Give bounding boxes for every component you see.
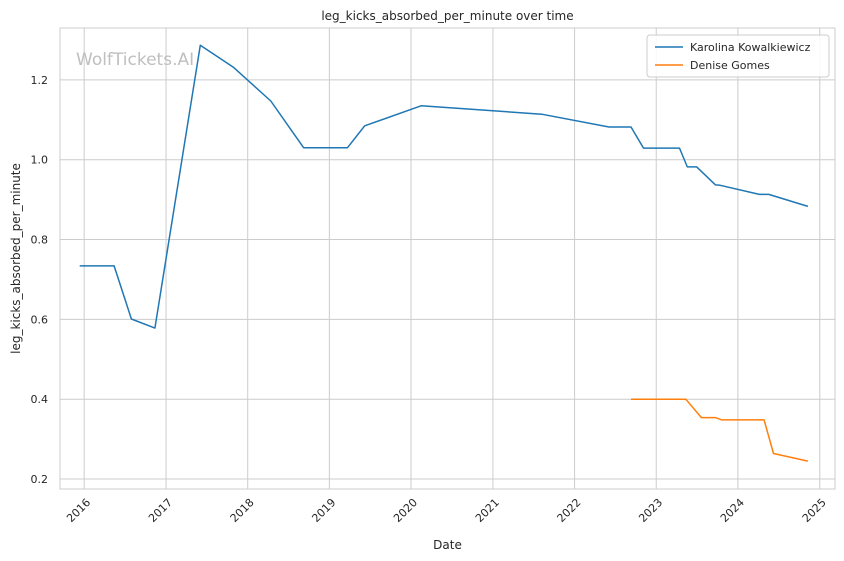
x-tick-label: 2024 xyxy=(718,496,747,525)
y-tick-label: 0.2 xyxy=(31,473,49,486)
y-tick-label: 0.6 xyxy=(31,313,49,326)
y-tick-label: 0.8 xyxy=(31,234,49,247)
y-tick-label: 1.2 xyxy=(31,74,49,87)
y-tick-label: 1.0 xyxy=(31,154,49,167)
watermark: WolfTickets.AI xyxy=(76,50,194,70)
x-tick-label: 2020 xyxy=(391,496,420,525)
plot-frame xyxy=(59,27,836,490)
series-line-denise-gomes xyxy=(631,398,809,462)
y-axis-label: leg_kicks_absorbed_per_minute xyxy=(9,163,23,354)
chart-title: leg_kicks_absorbed_per_minute over time xyxy=(321,9,573,23)
legend-label-karolina-kowalkiewicz: Karolina Kowalkiewicz xyxy=(690,41,811,54)
x-tick-labels: 2016 2017 2018 2019 2020 2021 2022 2023 2024 2025 xyxy=(64,496,829,525)
x-tick-label: 2022 xyxy=(555,496,584,525)
series-line-karolina-kowalkiewicz xyxy=(79,44,809,329)
x-tick-label: 2019 xyxy=(309,496,338,525)
x-tick-label: 2018 xyxy=(228,496,257,525)
series-layer xyxy=(79,44,809,462)
x-tick-label: 2017 xyxy=(146,496,175,525)
x-axis-label: Date xyxy=(433,538,462,552)
legend-label-denise-gomes: Denise Gomes xyxy=(690,59,770,72)
legend-box xyxy=(646,34,830,78)
y-tick-label: 0.4 xyxy=(31,393,49,406)
x-tick-label: 2025 xyxy=(800,496,829,525)
x-tick-label: 2021 xyxy=(473,496,502,525)
x-tick-label: 2023 xyxy=(636,496,665,525)
legend: Karolina Kowalkiewicz Denise Gomes xyxy=(646,34,830,78)
x-tick-label: 2016 xyxy=(64,496,93,525)
y-tick-labels: 0.2 0.4 0.6 0.8 1.0 1.2 xyxy=(31,74,49,486)
grid xyxy=(60,28,835,489)
